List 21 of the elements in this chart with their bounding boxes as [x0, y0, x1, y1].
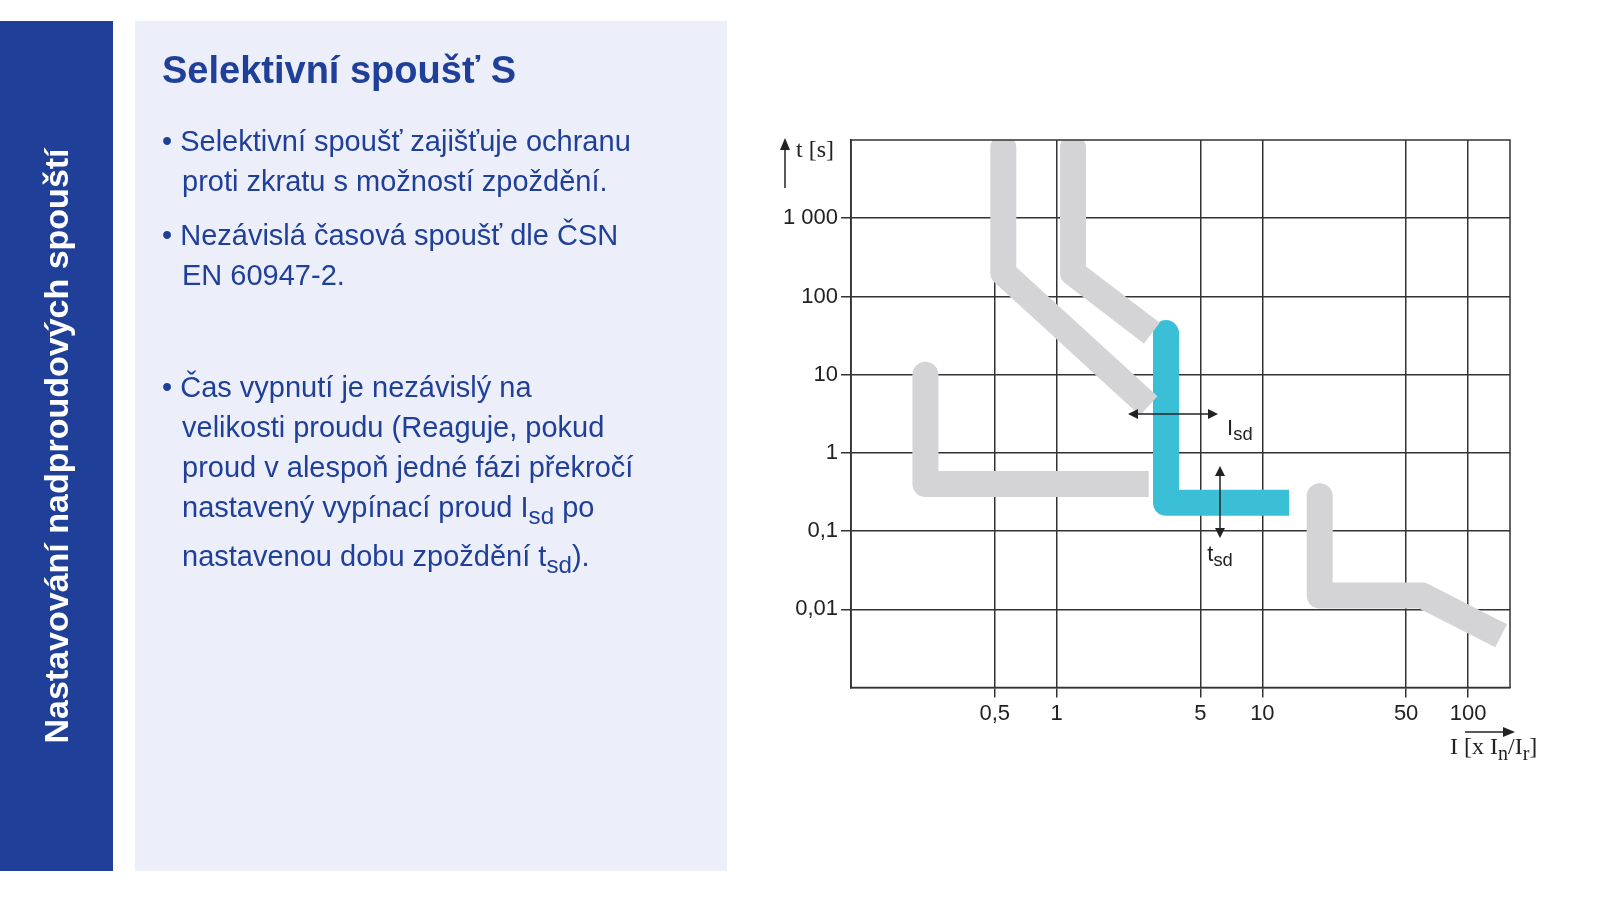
y-tick-label: 1 000 — [782, 204, 839, 230]
x-tick-label: 0,5 — [979, 699, 1011, 725]
x-tick-label: 100 — [1449, 699, 1487, 725]
text: • Selektivní spoušť zajišťuje ochranu proti zkratu s možností zpoždění. — [162, 124, 632, 199]
x-tick-label: 5 — [1194, 699, 1207, 725]
y-tick-label: 0,1 — [807, 517, 839, 543]
x-tick-label: 10 — [1250, 699, 1275, 725]
annotation: t$_{sd}$ — [1207, 540, 1233, 572]
y-axis-title: t [s] — [796, 136, 835, 163]
y-tick-label: 0,01 — [795, 595, 839, 621]
x-axis-title: I [x I$_{n}$/I$_{r}$] — [1450, 732, 1538, 765]
text: Nastavování nadproudových spouští — [36, 148, 76, 744]
y-tick-label: 100 — [801, 282, 839, 308]
text: Selektivní spoušť S — [162, 49, 516, 92]
x-tick-label: 1 — [1050, 699, 1063, 725]
y-tick-label: 1 — [825, 438, 839, 464]
x-tick-label: 50 — [1393, 699, 1419, 725]
y-tick-label: 10 — [813, 360, 839, 386]
text: • Čas vypnutí je nezávislý na velikosti proudu (Reaguje, pokud proud v alespoň jedné fázi překročí nastavený vypínací proud I$_{sd}$ po nastavenou dobu zpoždění t$_{sd}$). — [162, 371, 634, 578]
annotation: I$_{sd}$ — [1227, 415, 1253, 446]
text: • Nezávislá časová spoušť dle ČSN EN 60947-2. — [162, 217, 620, 293]
